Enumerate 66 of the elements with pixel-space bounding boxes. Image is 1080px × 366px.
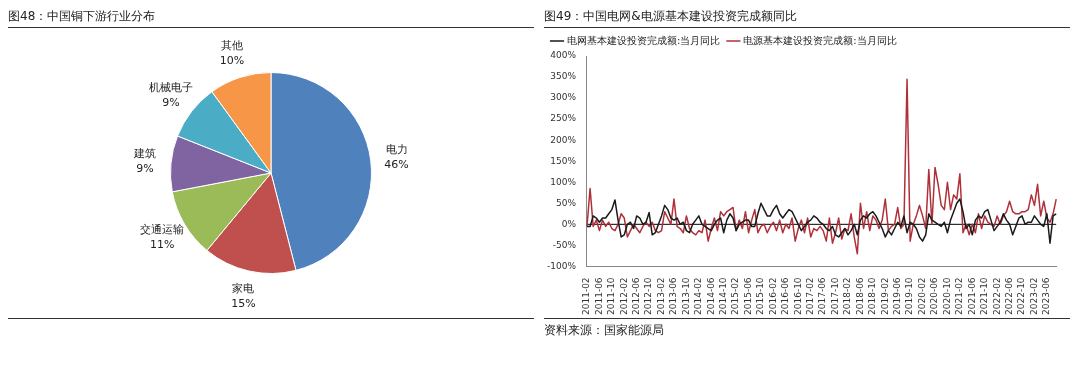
- chart-title: 图48：中国铜下游行业分布: [8, 8, 534, 28]
- data-label: 9%: [136, 161, 154, 175]
- x-tick-label: 2011-02: [581, 277, 592, 316]
- x-tick-label: 2019-02: [879, 277, 890, 316]
- slice-label: 电力: [385, 143, 408, 156]
- x-tick-label: 2014-10: [718, 277, 729, 316]
- y-tick-label: -100%: [546, 260, 577, 271]
- legend-label: 电网基本建设投资完成额:当月同比: [567, 34, 721, 46]
- y-tick-label: 100%: [550, 176, 577, 187]
- x-tick-label: 2013-10: [680, 277, 691, 316]
- x-tick-label: 2020-02: [916, 277, 927, 316]
- x-tick-label: 2017-02: [805, 277, 816, 316]
- x-tick-label: 2012-02: [618, 277, 629, 316]
- data-label: 9%: [162, 96, 180, 110]
- x-tick-label: 2014-06: [705, 277, 716, 316]
- data-label: 15%: [231, 297, 256, 311]
- x-tick-label: 2020-10: [941, 277, 952, 316]
- y-tick-label: 300%: [550, 92, 577, 103]
- x-tick-label: 2021-02: [954, 277, 965, 316]
- y-tick-label: 50%: [555, 197, 577, 208]
- x-tick-label: 2016-02: [767, 277, 778, 316]
- x-tick-label: 2018-02: [842, 277, 853, 316]
- data-label: 10%: [219, 53, 245, 67]
- x-tick-label: 2021-06: [966, 277, 977, 316]
- x-tick-label: 2016-10: [792, 277, 803, 316]
- x-tick-label: 2015-02: [730, 277, 741, 316]
- x-tick-label: 2023-06: [1041, 277, 1052, 316]
- x-tick-label: 2018-10: [867, 277, 878, 316]
- x-tick-label: 2014-02: [693, 277, 704, 316]
- x-tick-label: 2015-06: [742, 277, 753, 316]
- y-tick-label: 150%: [550, 155, 577, 166]
- slice-label: 其他: [220, 38, 243, 52]
- x-tick-label: 2011-06: [593, 277, 604, 316]
- slice-label: 家电: [232, 282, 255, 296]
- x-tick-label: 2019-06: [892, 277, 903, 316]
- x-tick-label: 2018-06: [854, 277, 865, 316]
- x-tick-label: 2012-10: [643, 277, 654, 316]
- y-tick-label: 0%: [561, 218, 577, 229]
- x-tick-label: 2017-10: [829, 277, 840, 316]
- legend-label: 电源基本建设投资完成额:当月同比: [743, 34, 897, 46]
- x-tick-label: 2013-06: [668, 277, 679, 316]
- x-tick-label: 2015-10: [755, 277, 766, 316]
- data-label: 11%: [149, 238, 175, 252]
- x-tick-label: 2020-06: [929, 277, 940, 316]
- y-tick-label: -50%: [552, 239, 577, 250]
- text: 资料来源：国家能源局: [544, 322, 665, 339]
- y-tick-label: 350%: [550, 71, 577, 82]
- slice-label: 建筑: [133, 146, 157, 160]
- x-tick-label: 2013-02: [655, 277, 666, 316]
- x-tick-label: 2022-10: [1016, 277, 1027, 316]
- chart-title: 图49：中国电网&电源基本建设投资完成额同比: [544, 8, 1070, 28]
- x-tick-label: 2016-06: [780, 277, 791, 316]
- x-tick-label: 2019-10: [904, 277, 915, 316]
- x-tick-label: 2021-10: [979, 277, 990, 316]
- x-tick-label: 2023-02: [1028, 277, 1039, 316]
- y-tick-label: 200%: [550, 134, 577, 145]
- y-tick-label: 400%: [550, 50, 577, 61]
- x-tick-label: 2011-10: [606, 277, 617, 316]
- x-tick-label: 2022-02: [991, 277, 1002, 316]
- x-tick-label: 2022-06: [1003, 277, 1014, 316]
- slice-label: 机械电子: [149, 81, 194, 95]
- x-tick-label: 2012-06: [631, 277, 642, 316]
- y-tick-label: 250%: [550, 113, 577, 124]
- data-label: 46%: [384, 158, 409, 171]
- slice-label: 交通运输: [140, 223, 185, 237]
- x-tick-label: 2017-06: [817, 277, 828, 316]
